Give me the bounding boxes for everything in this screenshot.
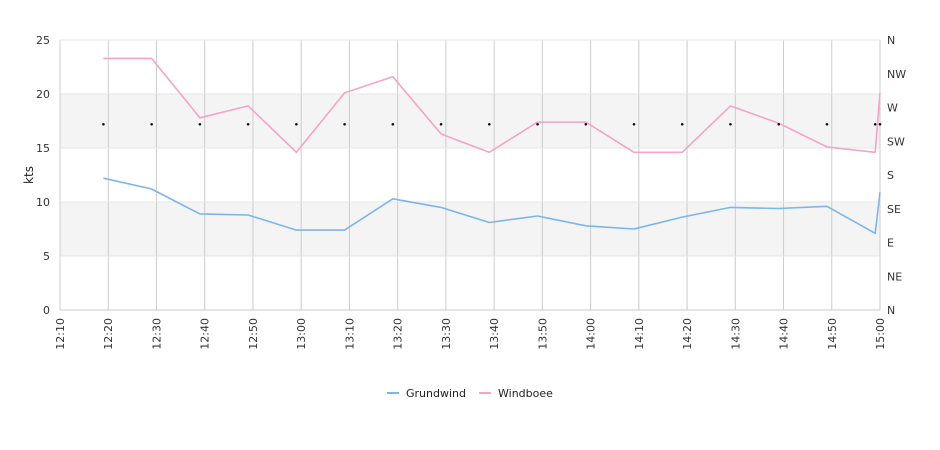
x-tick-label: 13:20 — [392, 318, 405, 350]
series-line-grundwind — [103, 177, 881, 235]
x-tick-label: 14:40 — [778, 318, 791, 350]
direction-marker — [777, 122, 781, 126]
right-axis-label: SW — [887, 135, 905, 148]
direction-marker — [536, 122, 539, 126]
direction-markers — [102, 122, 882, 126]
y-tick-label: 20 — [36, 88, 50, 101]
direction-marker — [439, 122, 443, 126]
x-tick-label: 14:30 — [729, 318, 742, 350]
y-tick-label: 15 — [36, 142, 50, 155]
right-axis-direction-labels: N NE E SE S SW W NW N — [887, 34, 906, 317]
direction-marker — [246, 122, 250, 126]
y-axis-label: kts — [22, 166, 36, 184]
direction-marker — [150, 122, 153, 126]
horizontal-gridlines — [60, 39, 880, 311]
x-tick-label: 12:10 — [54, 318, 67, 350]
x-tick-label: 13:50 — [536, 318, 549, 350]
x-tick-label: 14:00 — [585, 318, 598, 350]
x-tick-label: 12:30 — [150, 318, 163, 350]
legend-label: Windboee — [498, 387, 553, 400]
x-tick-label: 12:50 — [247, 318, 260, 350]
right-axis-label: E — [887, 237, 894, 250]
vertical-gridlines — [59, 40, 881, 310]
direction-marker — [487, 122, 491, 126]
legend-item-grundwind[interactable]: Grundwind — [387, 387, 466, 400]
y-tick-label: 25 — [36, 34, 50, 47]
x-axis-ticks: 12:10 12:20 12:30 12:40 12:50 13:00 13:10 13:20… — [54, 318, 887, 350]
y-axis-ticks: 0 5 10 15 20 25 — [36, 34, 50, 317]
direction-marker — [825, 122, 829, 126]
legend-item-windboee[interactable]: Windboee — [479, 387, 553, 400]
series-line-windboee — [103, 57, 881, 154]
direction-marker — [295, 122, 298, 126]
y-tick-label: 10 — [36, 196, 50, 209]
direction-marker — [102, 122, 105, 126]
x-tick-label: 13:40 — [488, 318, 501, 350]
direction-marker — [729, 122, 732, 126]
direction-marker — [391, 122, 395, 126]
legend-label: Grundwind — [406, 387, 466, 400]
direction-marker — [198, 122, 202, 126]
plot-band-0 — [60, 202, 880, 256]
direction-marker — [680, 122, 684, 126]
x-tick-label: 14:20 — [681, 318, 694, 350]
plot-bands — [60, 94, 880, 256]
right-axis-label: W — [887, 102, 898, 115]
direction-marker — [873, 122, 877, 126]
direction-marker — [584, 122, 588, 126]
right-axis-label: SE — [887, 203, 901, 216]
direction-marker — [878, 122, 882, 126]
x-tick-label: 13:10 — [343, 318, 356, 350]
x-tick-label: 12:40 — [199, 318, 212, 350]
y-tick-label: 0 — [43, 304, 50, 317]
direction-marker — [632, 122, 636, 126]
right-axis-label: NW — [887, 68, 906, 81]
plot-band-1 — [60, 94, 880, 148]
y-tick-label: 5 — [43, 250, 50, 263]
direction-marker — [343, 122, 346, 126]
legend[interactable]: Grundwind Windboee — [387, 387, 553, 400]
series-lines — [103, 57, 881, 235]
x-tick-label: 12:20 — [102, 318, 115, 350]
x-tick-label: 14:10 — [633, 318, 646, 350]
right-axis-label: N — [887, 34, 895, 47]
right-axis-label: N — [887, 304, 895, 317]
x-tick-label: 13:00 — [295, 318, 308, 350]
x-tick-label: 13:30 — [440, 318, 453, 350]
x-tick-label: 15:00 — [874, 318, 887, 350]
right-axis-label: NE — [887, 270, 902, 283]
right-axis-label: S — [887, 169, 894, 182]
x-tick-label: 14:50 — [826, 318, 839, 350]
